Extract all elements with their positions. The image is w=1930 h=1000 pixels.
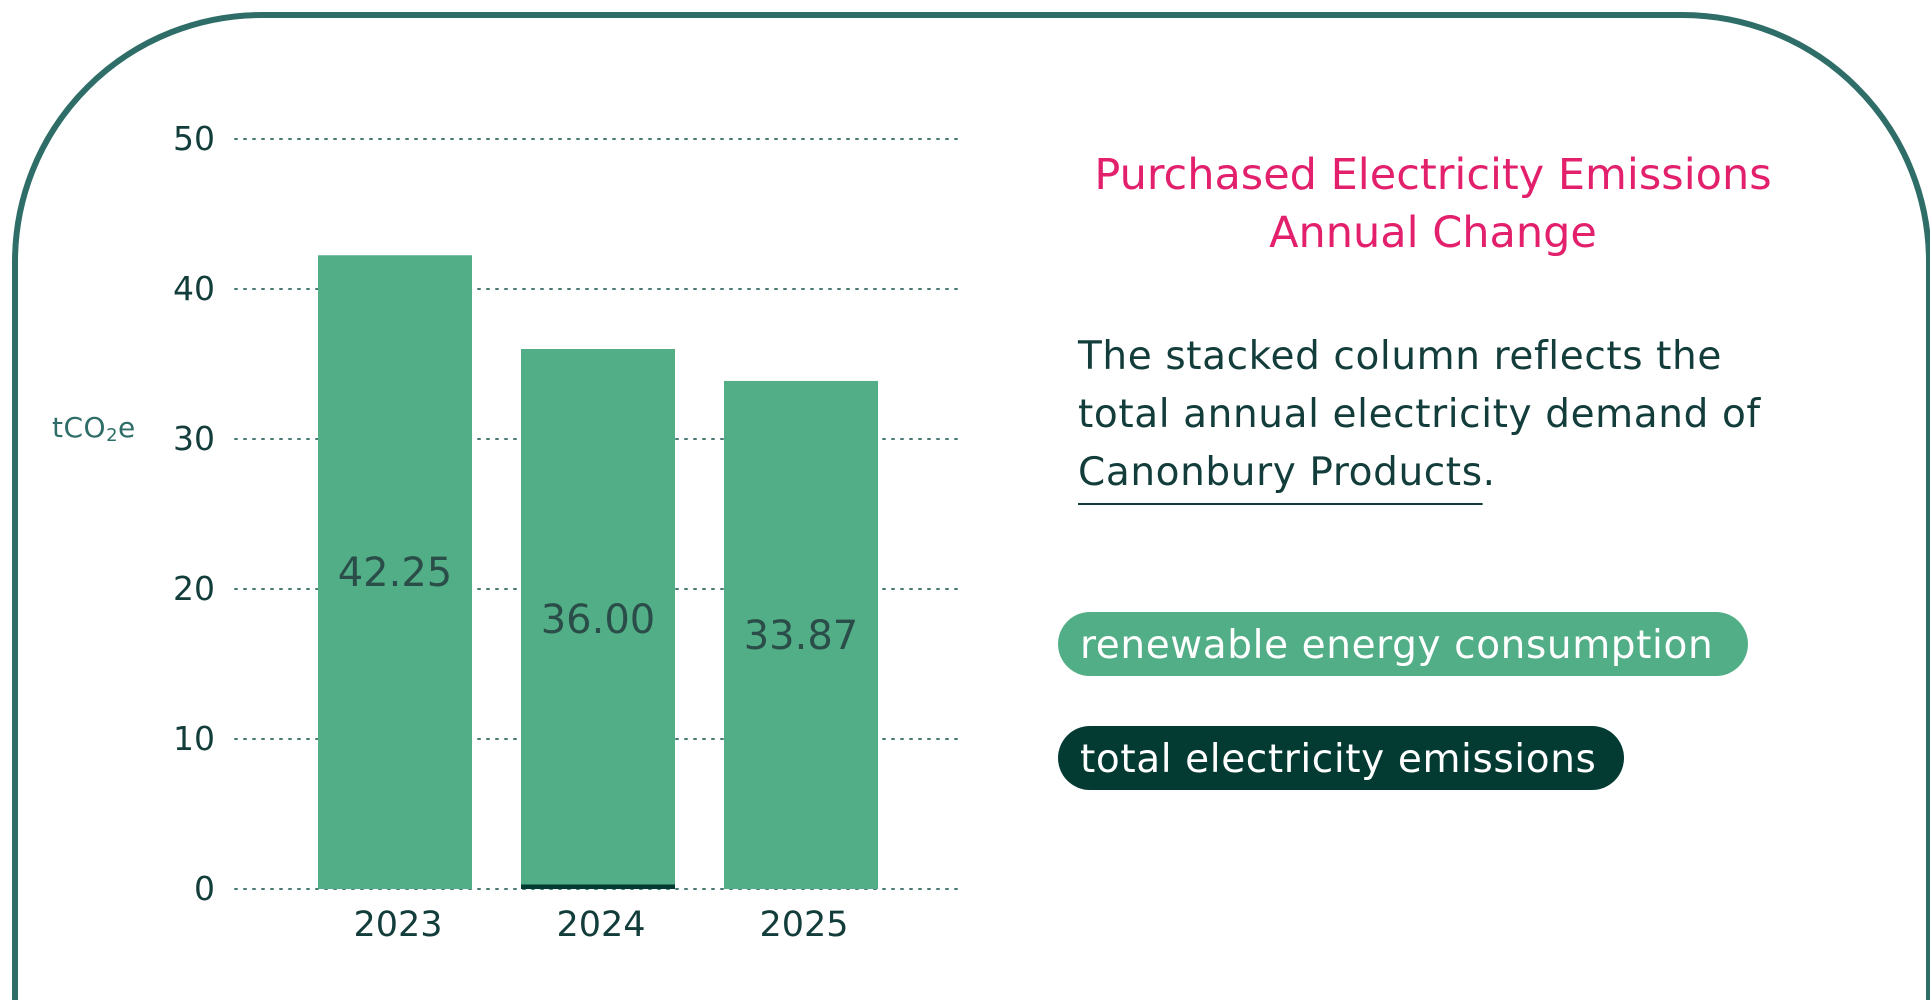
y-tick-label: 30 [173, 419, 215, 458]
x-tick-label: 2024 [556, 905, 645, 945]
chart-card: 0 10 20 30 40 50 42.25 2023 36.00 2024 33.87 2025 t… [12, 12, 1930, 1000]
bar-total-electricity-emissions [521, 884, 675, 889]
y-axis-label: tCO2e [52, 411, 136, 446]
bar-renewable-energy-consumption [724, 380, 878, 889]
y-tick-label: 10 [173, 719, 215, 758]
y-tick-label: 50 [173, 119, 215, 158]
x-tick-label: 2025 [759, 905, 848, 945]
chart-description: The stacked column reflects the total an… [1078, 328, 1838, 502]
y-tick-label: 0 [194, 869, 215, 908]
bar-data-label: 42.25 [338, 550, 453, 596]
y-axis-label-subscript: 2 [106, 425, 119, 446]
chart-title: Purchased Electricity Emissions Annual C… [1038, 146, 1828, 262]
legend-total-electricity-emissions: total electricity emissions [1058, 726, 1624, 790]
description-line-3: Canonbury Products. [1078, 444, 1838, 502]
y-axis-label-end: e [118, 411, 136, 444]
bar-renewable-energy-consumption [318, 255, 472, 889]
bar-renewable-energy-consumption [521, 349, 675, 885]
chart-title-line-1: Purchased Electricity Emissions [1094, 150, 1772, 200]
y-tick-label: 20 [173, 569, 215, 608]
legend-renewable-energy-consumption: renewable energy consumption [1058, 612, 1748, 676]
y-tick-label: 40 [173, 269, 215, 308]
y-axis-label-main: tCO [52, 411, 107, 444]
bar-data-label: 36.00 [541, 597, 656, 643]
description-line-1: The stacked column reflects the [1078, 334, 1722, 379]
bar-chart: 0 10 20 30 40 50 42.25 2023 36.00 2024 33.87 2025 [173, 119, 964, 945]
bar-data-label: 33.87 [744, 613, 859, 659]
description-period: . [1482, 450, 1496, 495]
chart-title-line-2: Annual Change [1269, 208, 1597, 258]
description-line-2: total annual electricity demand of [1078, 392, 1761, 437]
company-name: Canonbury Products [1078, 450, 1483, 495]
x-tick-label: 2023 [353, 905, 442, 945]
